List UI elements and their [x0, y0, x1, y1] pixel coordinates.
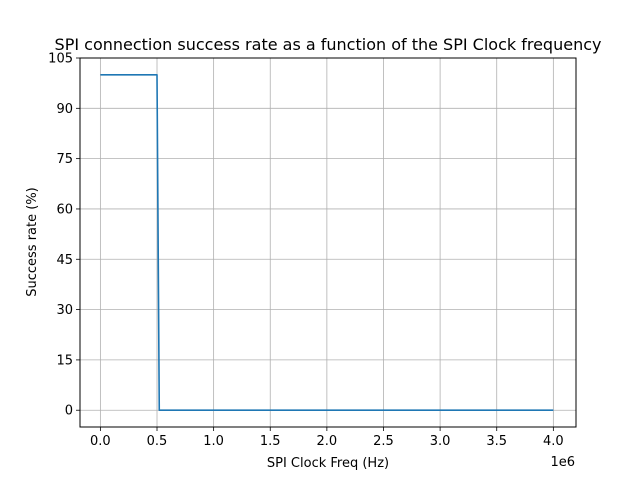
- x-tick-label: 0.5: [147, 434, 168, 449]
- x-tick-label: 1.0: [203, 434, 224, 449]
- y-axis-ticks: 0 15 30 45 60 75 90 105: [48, 52, 80, 419]
- y-tick-label: 45: [56, 253, 73, 268]
- grid: [80, 57, 576, 427]
- x-axis-offset-label: 1e6: [550, 455, 575, 470]
- x-tick-label: 1.5: [260, 434, 281, 449]
- y-tick-label: 0: [65, 404, 73, 419]
- x-axis-label: SPI Clock Freq (Hz): [267, 456, 389, 471]
- chart-title: SPI connection success rate as a functio…: [55, 35, 602, 54]
- x-tick-label: 2.0: [317, 434, 338, 449]
- y-tick-label: 15: [56, 353, 73, 368]
- x-tick-label: 2.5: [373, 434, 394, 449]
- y-tick-label: 75: [56, 152, 73, 167]
- x-axis-ticks: 0.0 0.5 1.0 1.5 2.0 2.5 3.0 3.5 4.0: [90, 427, 564, 449]
- y-tick-label: 30: [56, 303, 73, 318]
- y-tick-label: 105: [48, 52, 73, 67]
- y-axis-label: Success rate (%): [25, 187, 40, 297]
- y-tick-label: 60: [56, 202, 73, 217]
- series-line: [100, 73, 554, 412]
- x-tick-label: 3.0: [430, 434, 451, 449]
- x-tick-label: 4.0: [543, 434, 564, 449]
- series-layer: [100, 73, 554, 412]
- x-tick-label: 3.5: [486, 434, 507, 449]
- plot-frame: [79, 57, 577, 428]
- y-tick-label: 90: [56, 102, 73, 117]
- x-tick-label: 0.0: [90, 434, 111, 449]
